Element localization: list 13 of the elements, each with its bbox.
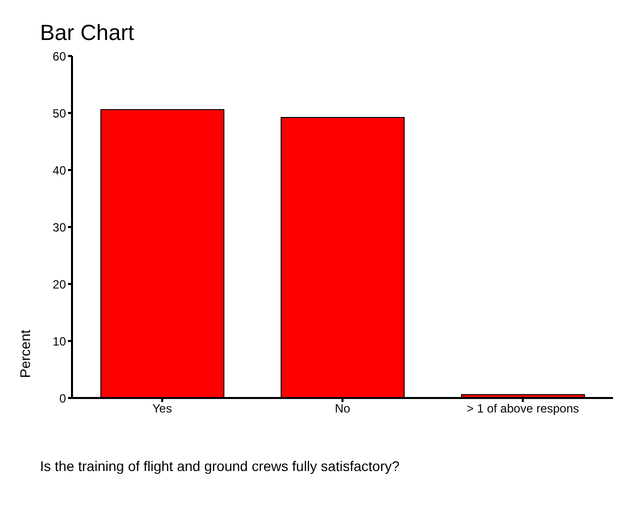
y-tick-label: 0 xyxy=(59,391,66,406)
y-tick-label: 20 xyxy=(52,277,66,292)
x-tick-label: Yes xyxy=(152,402,172,416)
x-tick-label: > 1 of above respons xyxy=(466,402,580,416)
chart-title: Bar Chart xyxy=(40,20,134,46)
y-tick-label: 10 xyxy=(52,334,66,348)
y-tick-label: 50 xyxy=(52,106,66,120)
y-tick-label: 30 xyxy=(52,220,66,234)
x-axis-title: Is the training of flight and ground crews fully satisfactory? xyxy=(40,458,401,474)
y-tick-label: 60 xyxy=(52,49,66,64)
y-tick-label: 40 xyxy=(52,163,66,178)
y-axis-title: Percent xyxy=(17,330,33,378)
x-tick-label: No xyxy=(334,402,350,416)
